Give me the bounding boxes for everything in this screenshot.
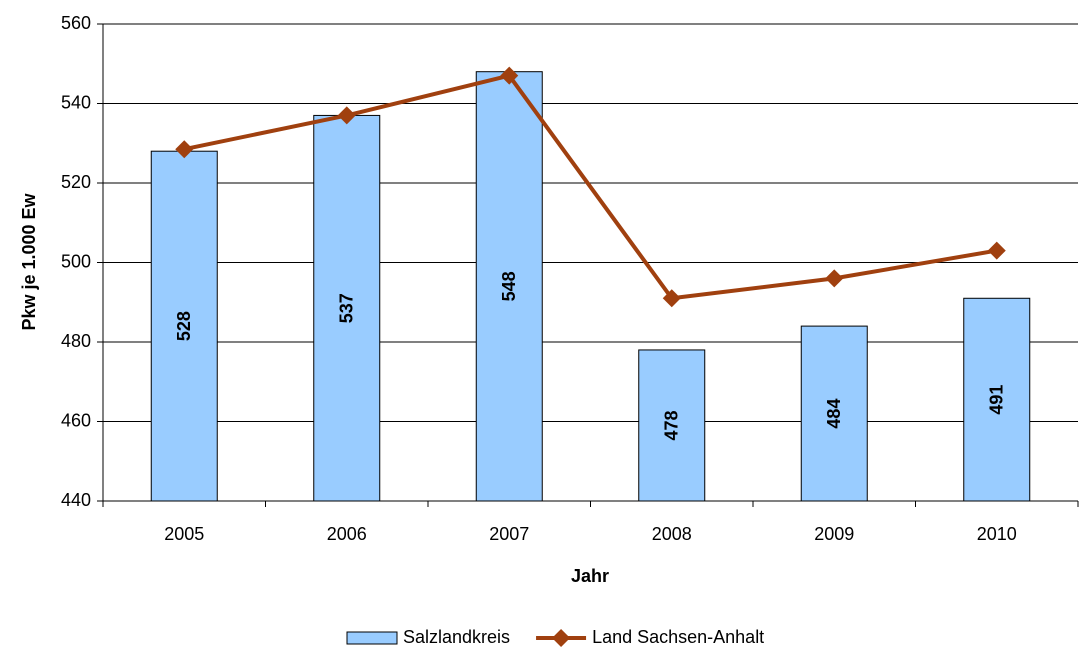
legend-label: Salzlandkreis	[403, 627, 510, 647]
line-marker	[337, 106, 356, 125]
x-tick-label: 2009	[814, 524, 854, 544]
y-tick-label: 500	[61, 251, 91, 271]
line	[183, 73, 998, 301]
bar	[800, 325, 868, 502]
bar-value-label: 528	[174, 311, 194, 341]
bar	[150, 150, 218, 502]
y-axis-label: Pkw je 1.000 Ew	[19, 192, 39, 330]
y-tick-label: 540	[61, 92, 91, 112]
x-tick-label: 2010	[977, 524, 1017, 544]
legend-swatch	[346, 631, 398, 645]
y-tick-label: 480	[61, 331, 91, 351]
line-marker	[500, 66, 519, 85]
bar	[475, 71, 543, 502]
bar-value-label: 491	[987, 385, 1007, 415]
y-tick-label: 440	[61, 490, 91, 510]
y-tick-label: 560	[61, 13, 91, 33]
x-tick-label: 2006	[327, 524, 367, 544]
bar	[963, 297, 1031, 502]
x-tick-label: 2008	[652, 524, 692, 544]
bar-value-label: 484	[824, 399, 844, 429]
bar-value-label: 537	[337, 293, 357, 323]
line-marker	[825, 269, 844, 288]
bar	[638, 349, 706, 502]
x-tick-label: 2005	[164, 524, 204, 544]
line-marker	[662, 289, 681, 308]
bar-value-label: 478	[662, 410, 682, 440]
x-tick-label: 2007	[489, 524, 529, 544]
y-tick-label: 520	[61, 172, 91, 192]
y-tick-label: 460	[61, 410, 91, 430]
bar-value-label: 548	[499, 271, 519, 301]
bar	[313, 114, 381, 502]
legend-marker	[552, 629, 571, 647]
line-marker	[175, 140, 194, 159]
x-axis-label: Jahr	[571, 566, 609, 586]
line-marker	[987, 241, 1006, 260]
legend-label: Land Sachsen-Anhalt	[592, 627, 764, 647]
